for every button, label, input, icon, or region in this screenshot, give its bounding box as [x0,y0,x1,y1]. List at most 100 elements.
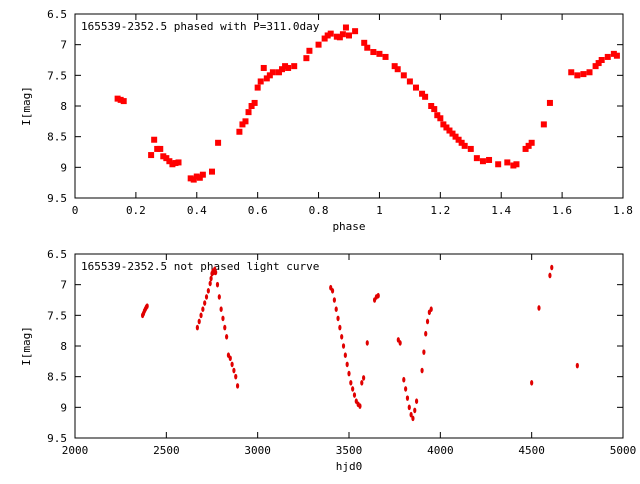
data-point [424,330,428,337]
data-point [206,288,210,294]
data-point [187,175,194,182]
data-point [260,64,267,71]
data-point [364,44,371,51]
data-point [473,155,480,162]
data-point [235,383,240,389]
data-point [306,47,313,54]
data-point [336,34,343,41]
data-point [230,361,234,368]
data-point [291,63,298,70]
data-point [568,69,575,76]
data-point [208,280,212,287]
data-point [203,300,207,306]
data-point [422,349,426,355]
data-point [550,264,554,271]
data-point [223,324,227,331]
y-tick-label: 9.5 [47,192,67,205]
data-point [411,415,415,422]
y-tick-label: 9.5 [47,432,67,445]
y-tick-label: 6.5 [47,248,67,261]
data-point [592,63,599,70]
data-point [172,160,179,167]
x-tick-label: 1.8 [613,204,633,217]
data-point [420,367,424,374]
data-point [215,139,222,146]
data-point [321,35,328,42]
plot-frame [74,13,624,199]
data-point [525,142,532,149]
data-point [330,288,335,294]
data-point [324,32,331,39]
y-tick-label: 7.5 [47,69,67,82]
data-point [251,99,258,106]
data-point [546,99,553,106]
x-tick-label: 5000 [610,444,637,457]
data-point [504,159,511,166]
data-point [160,153,167,160]
data-point [414,398,419,405]
data-point [204,294,209,300]
data-point [193,173,200,180]
data-point [360,380,364,386]
x-tick-label: 1.2 [430,204,450,217]
data-point [343,352,347,359]
data-point [315,41,322,48]
data-point [157,145,164,152]
x-tick-label: 2500 [153,444,180,457]
data-points [114,24,620,183]
data-point [402,376,406,383]
y-tick-label: 7.5 [47,309,67,322]
data-point [370,49,377,56]
y-axis-label: I[mag] [20,326,33,366]
data-point [540,121,547,128]
chart-title: 165539-2352.5 not phased light curve [81,260,319,273]
x-tick-label: 2000 [62,444,89,457]
data-point [338,324,342,331]
data-point [595,60,602,67]
data-point [613,52,620,59]
data-point [437,115,444,122]
data-point [419,90,426,97]
data-point [285,64,292,71]
data-points [140,264,579,422]
data-point [209,275,213,282]
y-tick-label: 9 [60,401,67,414]
data-point [362,375,366,381]
data-point [242,118,249,125]
data-point [365,340,369,346]
data-point [333,33,340,40]
data-point [169,161,176,168]
data-point [151,136,158,143]
data-point [428,103,435,109]
data-point [376,50,383,57]
data-point [341,343,346,349]
data-point [391,63,398,70]
y-tick-label: 7 [60,39,67,52]
data-point [431,106,438,113]
data-point [486,156,493,163]
chart-panel-unphased: 2000 2500 3000 3500 4000 4500 5000 6.5 7 7.5 8 8.5 9… [20,248,636,473]
chart-panel-phased: 0 0.2 0.4 0.6 0.8 1 1.2 1.4 1.6 1.8 6.5 7 7.5 8 8.5 9 9.… [20,8,633,233]
data-point [327,30,334,37]
data-point [340,334,344,340]
data-point [209,168,215,175]
data-point [263,75,270,82]
data-point [446,127,453,134]
data-point [361,39,368,46]
y-tick-label: 7 [60,279,67,292]
x-tick-label: 1.6 [552,204,572,217]
data-point [195,324,199,331]
data-point [266,72,273,79]
data-point [412,84,419,91]
y-tick-label: 8.5 [47,131,67,144]
data-point [604,53,611,60]
x-axis-label: phase [332,220,365,233]
data-point [345,361,349,368]
data-point [114,95,121,102]
data-point [455,136,462,143]
data-point [537,305,541,311]
x-tick-label: 0.4 [187,204,207,217]
x-tick-label: 4000 [427,444,454,457]
data-point [413,407,417,414]
